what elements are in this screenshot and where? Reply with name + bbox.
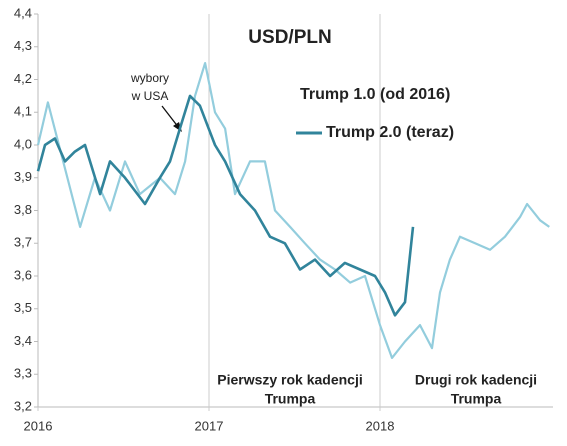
legend-label: Trump 1.0 (od 2016) [300,86,450,103]
annotation: Drugi rok kadencji [415,372,537,388]
y-tick-label: 4,4 [14,5,32,20]
y-tick-label: 3,4 [14,333,32,348]
y-tick-label: 3,3 [14,366,32,381]
series-line [36,94,415,317]
x-tick-label: 2017 [195,418,224,433]
y-tick-label: 4,3 [14,38,32,53]
series-line [36,62,550,359]
annotation: Trumpa [451,391,502,407]
chart-title: USD/PLN [248,27,331,48]
legend-label: Trump 2.0 (teraz) [326,124,454,141]
annotation: wybory [130,71,169,85]
y-tick-label: 3,6 [14,267,32,282]
y-tick-label: 4,0 [14,136,32,151]
y-tick-label: 3,2 [14,398,32,413]
annotation: Trumpa [265,391,316,407]
annotation: Pierwszy rok kadencji [217,372,363,388]
y-tick-label: 3,5 [14,300,32,315]
x-tick-label: 2018 [366,418,395,433]
y-tick-label: 4,1 [14,104,32,119]
y-tick-label: 3,7 [14,235,32,250]
y-tick-label: 3,8 [14,202,32,217]
annotation: w USA [131,89,169,103]
y-tick-label: 4,2 [14,71,32,86]
x-tick-label: 2016 [24,418,53,433]
y-tick-label: 3,9 [14,169,32,184]
